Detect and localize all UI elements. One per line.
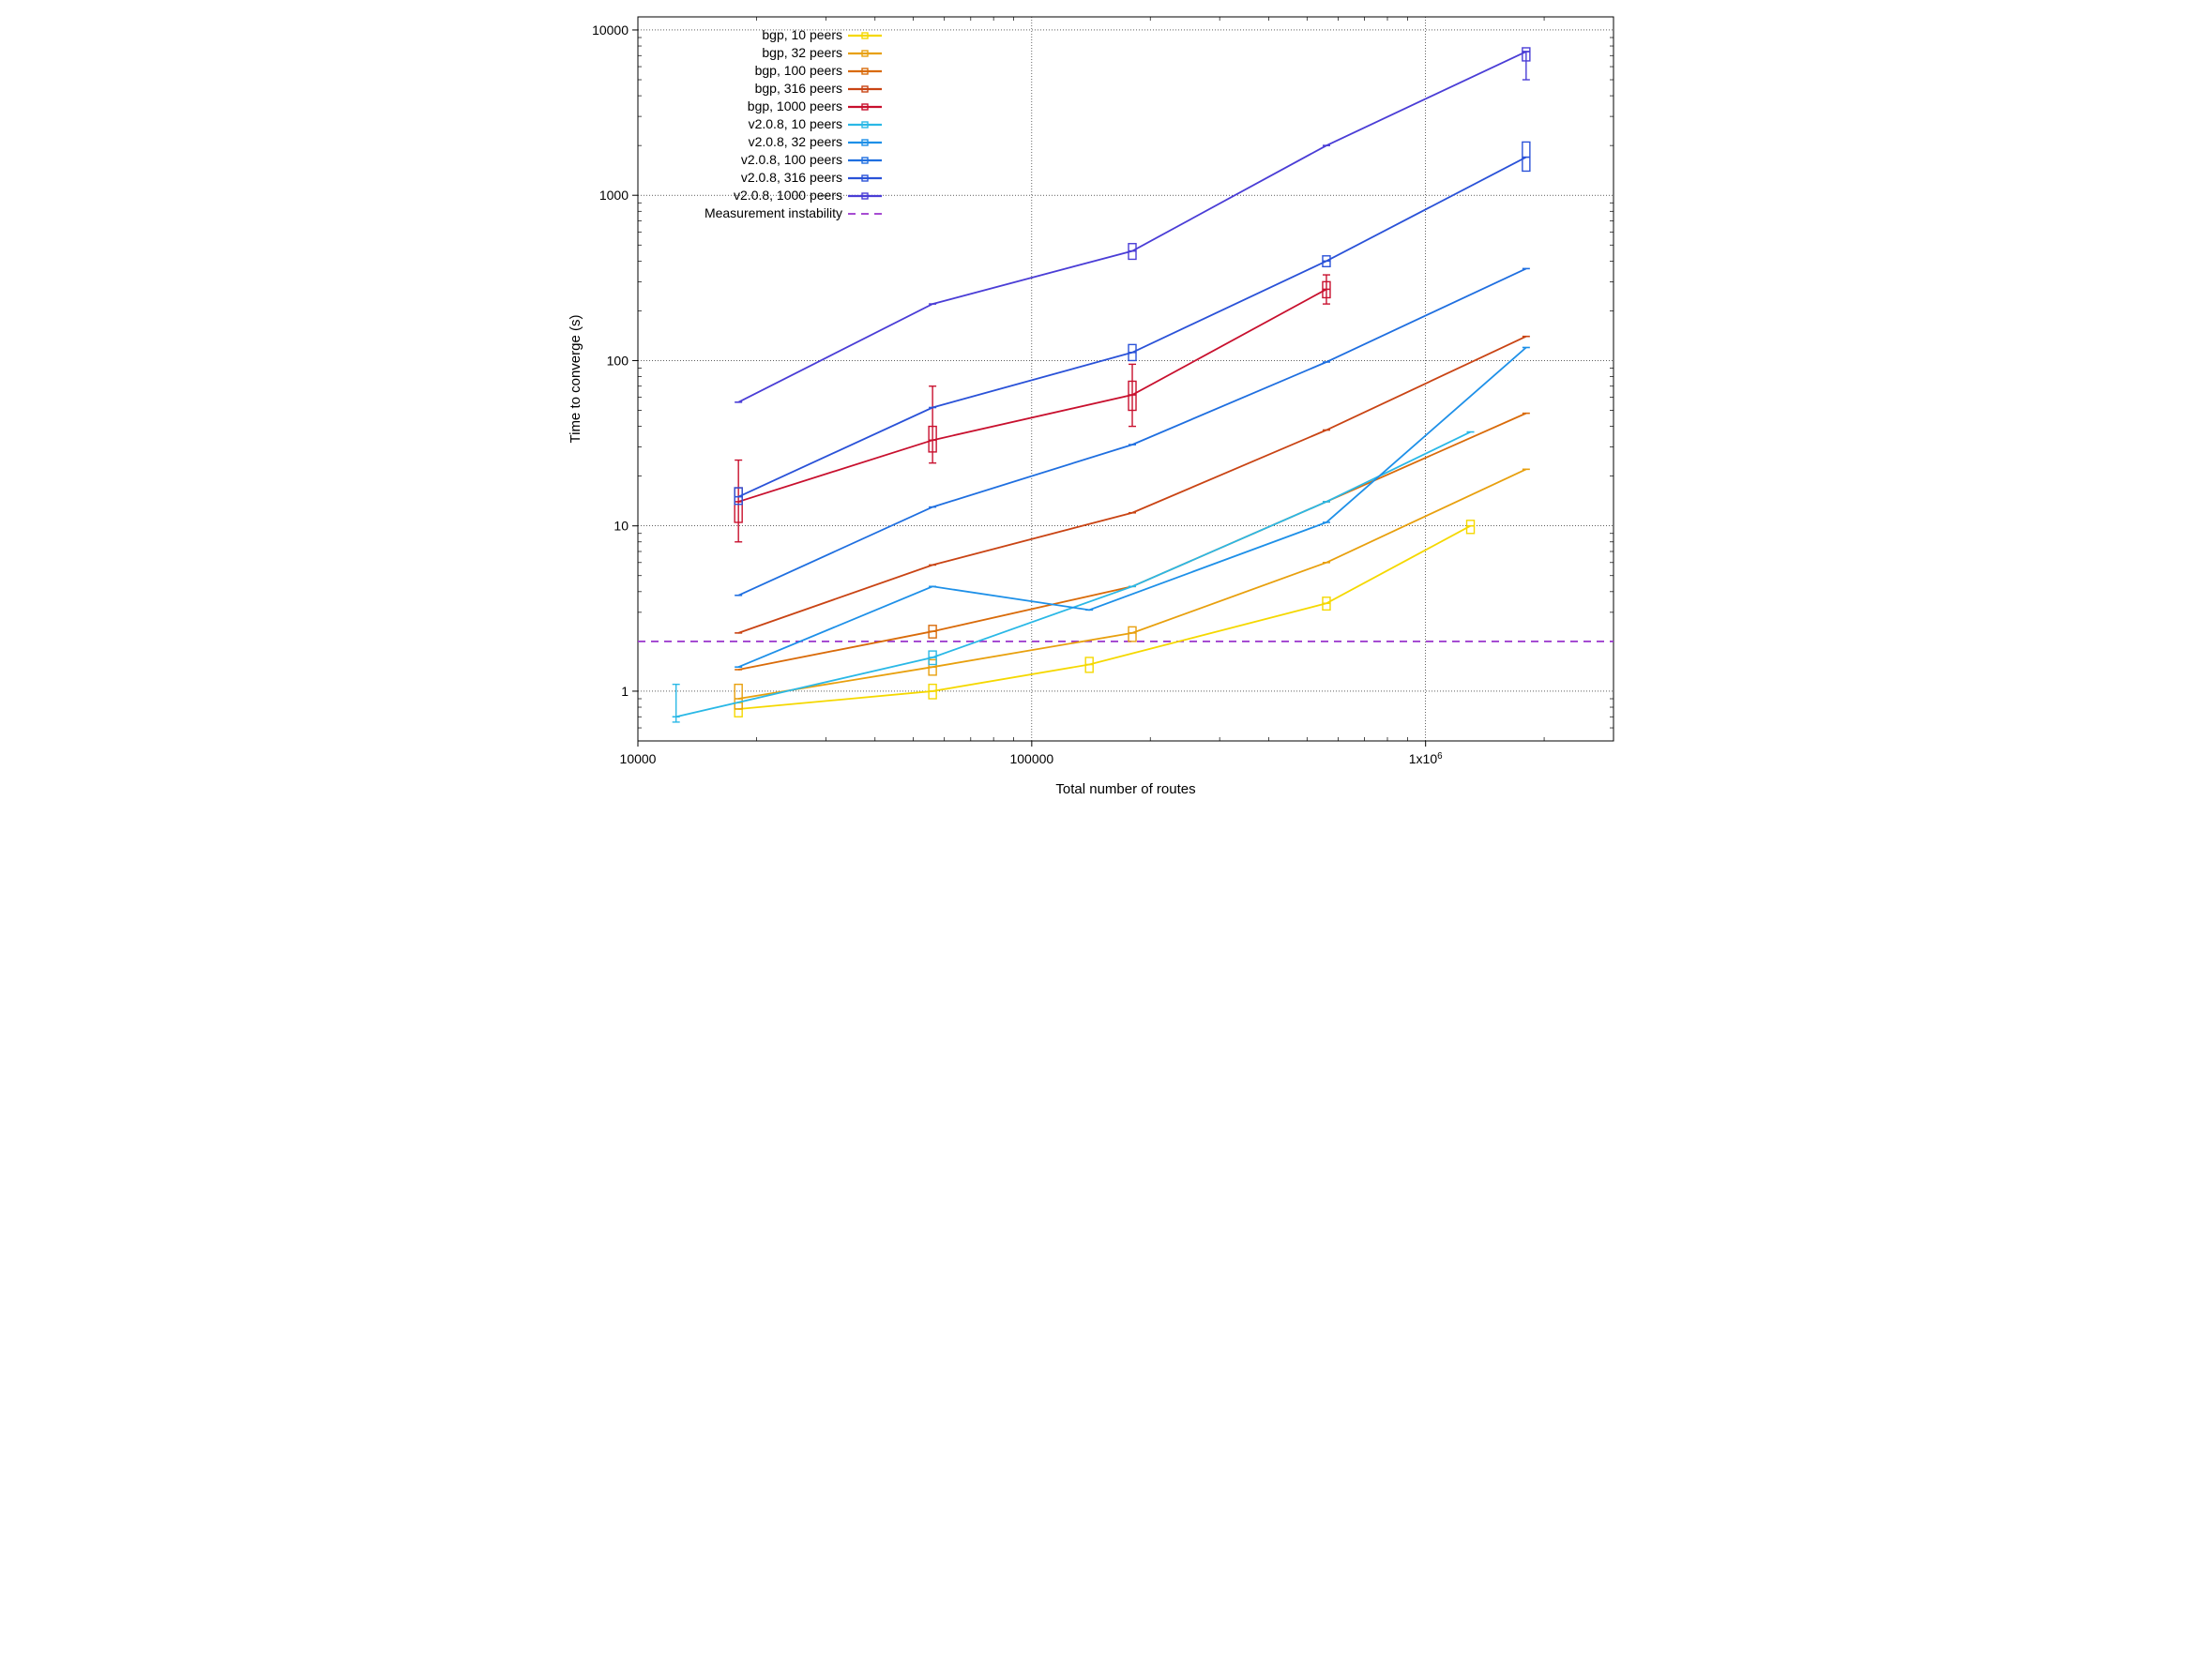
legend-label: v2.0.8, 1000 peers — [734, 188, 842, 203]
x-tick-label: 1x106 — [1408, 751, 1442, 767]
legend-label: bgp, 32 peers — [762, 45, 842, 60]
chart-svg: 10000 100000 1x106 1 10 100 1000 10000 Total num… — [553, 0, 1659, 831]
x-axis-label: Total number of routes — [1055, 781, 1195, 797]
y-tick-label: 10 — [614, 519, 629, 534]
legend-label: v2.0.8, 316 peers — [740, 170, 841, 185]
y-tick-label: 1000 — [598, 188, 628, 203]
legend-label: bgp, 316 peers — [754, 81, 841, 96]
x-tick-label: 10000 — [619, 751, 656, 766]
series-line-v208_100 — [738, 268, 1526, 595]
y-tick-label: 10000 — [592, 23, 629, 38]
series-line-bgp_1000 — [738, 289, 1326, 502]
legend-label: bgp, 100 peers — [754, 63, 841, 78]
y-tick-label: 100 — [606, 353, 629, 368]
series-line-bgp_32 — [738, 469, 1526, 699]
legend-label: v2.0.8, 10 peers — [748, 116, 841, 131]
x-tick-label: 100000 — [1009, 751, 1053, 766]
series-line-v208_316 — [738, 158, 1526, 497]
legend-label: Measurement instability — [704, 205, 841, 220]
legend-label: v2.0.8, 32 peers — [748, 134, 841, 149]
y-axis-label: Time to converge (s) — [568, 315, 583, 444]
legend-label: bgp, 1000 peers — [747, 98, 841, 113]
y-tick-label: 1 — [621, 684, 629, 699]
legend-label: v2.0.8, 100 peers — [740, 152, 841, 167]
legend-label: bgp, 10 peers — [762, 27, 842, 42]
convergence-chart: 10000 100000 1x106 1 10 100 1000 10000 Total num… — [553, 0, 1659, 831]
series-line-v208_1000 — [738, 52, 1526, 402]
series-line-v208_10 — [675, 432, 1470, 717]
